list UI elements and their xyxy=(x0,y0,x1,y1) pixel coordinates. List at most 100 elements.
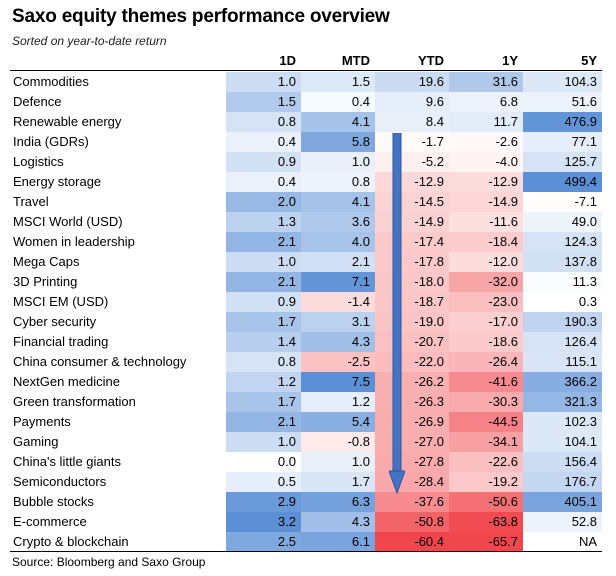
value-cell-ytd: -27.0 xyxy=(375,432,449,452)
value-cell-5y: 137.8 xyxy=(523,252,602,272)
value-cell-mtd: 3.1 xyxy=(301,312,375,332)
value-cell-1y: 6.8 xyxy=(449,92,523,112)
column-header-mtd: MTD xyxy=(341,53,370,68)
value-cell-ytd: -1.7 xyxy=(375,132,449,152)
value-cell-ytd: 9.6 xyxy=(375,92,449,112)
value-cell-ytd: -27.8 xyxy=(375,452,449,472)
theme-name: China's little giants xyxy=(13,454,121,469)
value-cell-ytd: -26.2 xyxy=(375,372,449,392)
theme-name: India (GDRs) xyxy=(13,134,89,149)
value-cell-1y: 31.6 xyxy=(449,72,523,92)
column-header-ytd: YTD xyxy=(418,53,444,68)
table-row: MSCI World (USD) 1.3 3.6 -14.9 -11.6 49.0 xyxy=(10,212,606,232)
value-cell-1d: 0.4 xyxy=(226,132,301,152)
value-cell-1d: 1.2 xyxy=(226,372,301,392)
value-cell-ytd: -50.8 xyxy=(375,512,449,532)
value-cell-5y: 11.3 xyxy=(523,272,602,292)
value-cell-mtd: -0.8 xyxy=(301,432,375,452)
theme-name: Logistics xyxy=(13,154,64,169)
value-cell-1y: -19.2 xyxy=(449,472,523,492)
value-cell-5y: -7.1 xyxy=(523,192,602,212)
theme-name: Renewable energy xyxy=(13,114,122,129)
value-cell-ytd: -17.4 xyxy=(375,232,449,252)
value-cell-1d: 2.9 xyxy=(226,492,301,512)
value-cell-5y: 366.2 xyxy=(523,372,602,392)
theme-name: Defence xyxy=(13,94,62,109)
table-row: Green transformation 1.7 1.2 -26.3 -30.3 321.… xyxy=(10,392,606,412)
table-row: India (GDRs) 0.4 5.8 -1.7 -2.6 77.1 xyxy=(10,132,606,152)
table-row: China consumer & technology 0.8 -2.5 -22.0-… xyxy=(10,352,606,372)
value-cell-mtd: -1.4 xyxy=(301,292,375,312)
value-cell-mtd: 4.1 xyxy=(301,192,375,212)
value-cell-mtd: 4.0 xyxy=(301,232,375,252)
value-cell-mtd: 1.0 xyxy=(301,452,375,472)
value-cell-1d: 2.0 xyxy=(226,192,301,212)
value-cell-ytd: -22.0 xyxy=(375,352,449,372)
value-cell-5y: 52.8 xyxy=(523,512,602,532)
header-divider xyxy=(10,70,602,71)
value-cell-ytd: -14.9 xyxy=(375,212,449,232)
theme-name: China consumer & technology xyxy=(13,354,187,369)
value-cell-ytd: -26.9 xyxy=(375,412,449,432)
value-cell-ytd: 8.4 xyxy=(375,112,449,132)
value-cell-1y: -11.6 xyxy=(449,212,523,232)
value-cell-mtd: 5.8 xyxy=(301,132,375,152)
value-cell-1y: -30.3 xyxy=(449,392,523,412)
subtitle: Sorted on year-to-date return xyxy=(12,34,167,48)
theme-name: E-commerce xyxy=(13,514,87,529)
table-row: MSCI EM (USD) 0.9 -1.4 -18.7 -23.0 0.3 xyxy=(10,292,606,312)
value-cell-ytd: -26.3 xyxy=(375,392,449,412)
value-cell-1y: 11.7 xyxy=(449,112,523,132)
value-cell-1d: 1.5 xyxy=(226,92,301,112)
value-cell-mtd: 7.5 xyxy=(301,372,375,392)
value-cell-5y: 51.6 xyxy=(523,92,602,112)
value-cell-1d: 1.0 xyxy=(226,252,301,272)
theme-name: 3D Printing xyxy=(13,274,78,289)
value-cell-1y: -23.0 xyxy=(449,292,523,312)
value-cell-1y: -17.0 xyxy=(449,312,523,332)
theme-name: Energy storage xyxy=(13,174,102,189)
value-cell-1y: -32.0 xyxy=(449,272,523,292)
table-row: Cyber security 1.7 3.1 -19.0 -17.0 190.3 xyxy=(10,312,606,332)
table-row: Defence 1.5 0.4 9.6 6.8 51.6 xyxy=(10,92,606,112)
table-row: 3D Printing 2.1 7.1 -18.0 -32.0 11.3 xyxy=(10,272,606,292)
value-cell-1y: -2.6 xyxy=(449,132,523,152)
theme-name: Mega Caps xyxy=(13,254,80,269)
value-cell-5y: 49.0 xyxy=(523,212,602,232)
value-cell-5y: 0.3 xyxy=(523,292,602,312)
value-cell-1d: 2.1 xyxy=(226,412,301,432)
table-row: Commodities 1.0 1.5 19.6 31.6 104.3 xyxy=(10,72,606,92)
table-header: 1D MTD YTD 1Y 5Y xyxy=(10,51,606,71)
table-row: Semiconductors 0.5 1.7 -28.4 -19.2 176.7 xyxy=(10,472,606,492)
value-cell-ytd: -60.4 xyxy=(375,532,449,552)
value-cell-ytd: -28.4 xyxy=(375,472,449,492)
value-cell-5y: 126.4 xyxy=(523,332,602,352)
value-cell-5y: 499.4 xyxy=(523,172,602,192)
theme-name: Green transformation xyxy=(13,394,136,409)
table-row: NextGen medicine 1.2 7.5 -26.2 -41.6 366.2 xyxy=(10,372,606,392)
table-bottom-divider xyxy=(10,551,602,552)
value-cell-ytd: -18.7 xyxy=(375,292,449,312)
value-cell-1y: -26.4 xyxy=(449,352,523,372)
value-cell-1y: -44.5 xyxy=(449,412,523,432)
value-cell-1y: -63.8 xyxy=(449,512,523,532)
value-cell-1d: 0.4 xyxy=(226,172,301,192)
column-header-5y: 5Y xyxy=(581,53,597,68)
value-cell-5y: 190.3 xyxy=(523,312,602,332)
value-cell-5y: 115.1 xyxy=(523,352,602,372)
value-cell-1y: -65.7 xyxy=(449,532,523,552)
theme-name: MSCI World (USD) xyxy=(13,214,123,229)
table-row: Gaming 1.0 -0.8 -27.0 -34.1 104.1 xyxy=(10,432,606,452)
value-cell-1d: 1.4 xyxy=(226,332,301,352)
theme-name: Payments xyxy=(13,414,71,429)
value-cell-mtd: 1.0 xyxy=(301,152,375,172)
value-cell-mtd: 3.6 xyxy=(301,212,375,232)
table-row: Crypto & blockchain 2.5 6.1 -60.4 -65.7 NA xyxy=(10,532,606,552)
theme-name: NextGen medicine xyxy=(13,374,120,389)
value-cell-5y: 476.9 xyxy=(523,112,602,132)
value-cell-1d: 2.1 xyxy=(226,272,301,292)
value-cell-mtd: 0.4 xyxy=(301,92,375,112)
table-row: Payments 2.1 5.4 -26.9 -44.5 102.3 xyxy=(10,412,606,432)
value-cell-ytd: -18.0 xyxy=(375,272,449,292)
value-cell-ytd: -5.2 xyxy=(375,152,449,172)
